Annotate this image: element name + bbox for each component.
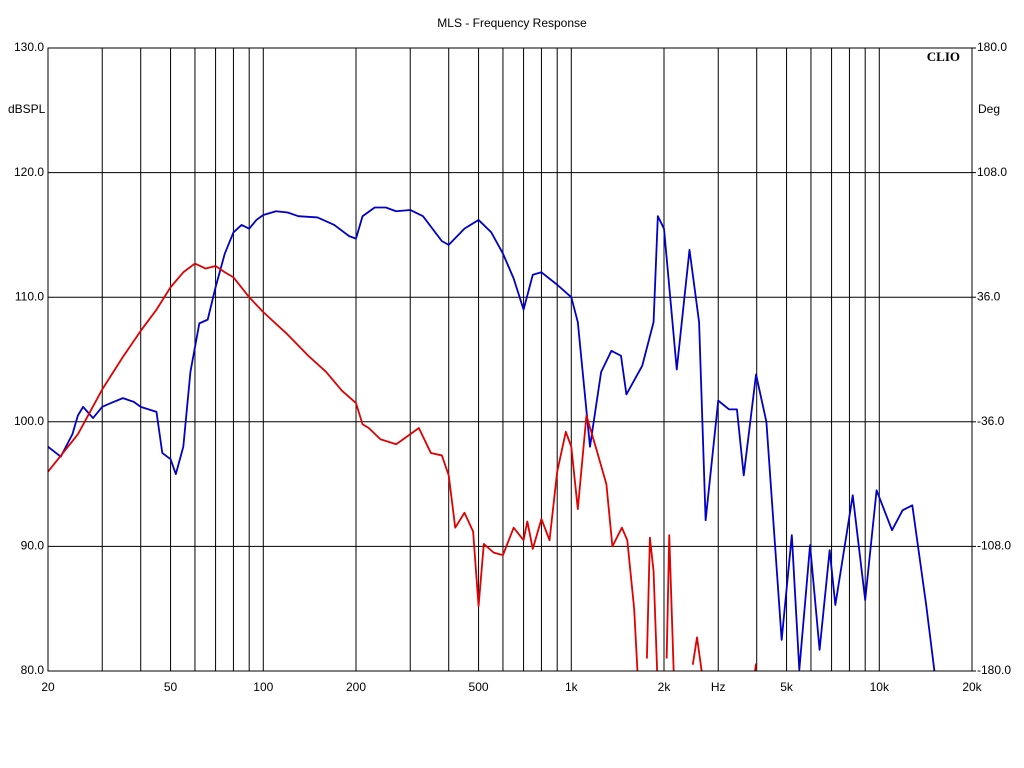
y-tick-label: 90.0 (21, 539, 45, 553)
y-tick-label: 80.0 (21, 663, 45, 677)
x-tick-label: 50 (164, 680, 178, 694)
x-tick-label: 5k (780, 680, 794, 694)
chart-title: MLS - Frequency Response (437, 16, 587, 30)
series-line (48, 262, 757, 671)
x-tick-label: 20k (962, 680, 982, 694)
y-tick-label: 120.0 (14, 165, 44, 179)
y-tick-label: 100.0 (14, 414, 44, 428)
y2-tick-label: 36.0 (977, 289, 1001, 303)
x-tick-label: 10k (870, 680, 890, 694)
y2-tick-label: 108.0 (977, 165, 1007, 179)
x-tick-label: 20 (41, 680, 55, 694)
y2-tick-label: -180.0 (977, 663, 1011, 677)
x-tick-label: 100 (253, 680, 273, 694)
x-tick-label: Hz (711, 680, 726, 694)
y-axis-label: dBSPL (8, 102, 46, 116)
x-tick-label: 2k (658, 680, 672, 694)
x-tick-label: 500 (469, 680, 489, 694)
y2-axis-label: Deg (978, 102, 1000, 116)
y-tick-label: 110.0 (15, 289, 44, 303)
series-line (48, 206, 936, 671)
y2-tick-label: -108.0 (977, 539, 1011, 553)
x-tick-label: 200 (346, 680, 366, 694)
x-tick-label: 1k (565, 680, 579, 694)
y2-tick-label: 180.0 (977, 40, 1007, 54)
plot-frame (47, 47, 973, 672)
y-tick-label: 130.0 (14, 40, 44, 54)
y2-tick-label: -36.0 (977, 414, 1005, 428)
brand: CLIO (927, 49, 960, 64)
